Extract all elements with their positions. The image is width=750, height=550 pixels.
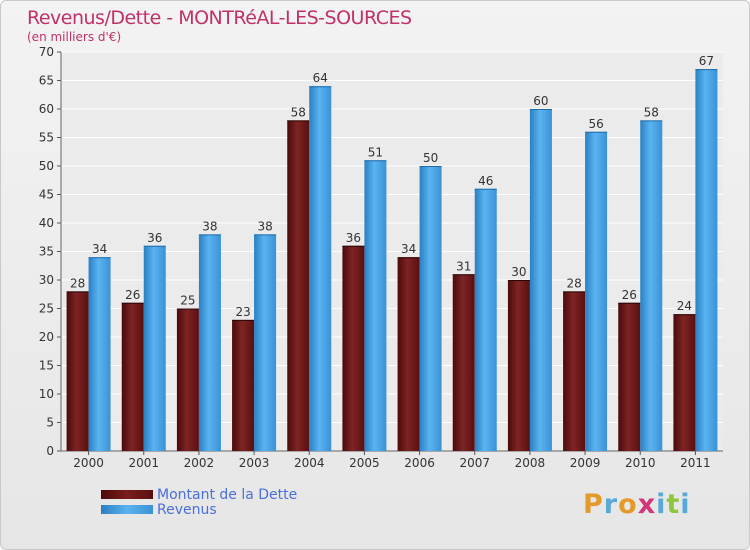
data-label-revenus: 38 [257,219,272,233]
logo-letter-6: t [666,489,681,520]
data-label-revenus: 64 [313,71,328,85]
bar-revenus [364,160,387,452]
y-tick-label: 55 [39,131,54,145]
data-label-dette: 28 [70,276,85,290]
legend-swatch-dette [101,490,153,499]
data-label-revenus: 46 [478,174,493,188]
chart-subtitle: (en milliers d'€) [27,30,122,44]
bar-dette [618,302,641,451]
legend-swatch-revenus [101,505,153,514]
bar-revenus [309,86,332,451]
bar-revenus [88,257,111,451]
bar-dette [673,314,696,451]
chart-title: Revenus/Dette - MONTRéAL-LES-SOURCES [27,7,412,29]
x-tick-label: 2008 [515,456,546,470]
y-tick-label: 70 [39,45,54,59]
legend-label-dette: Montant de la Dette [157,487,298,503]
bar-revenus [419,166,442,451]
logo-letter-3: o [618,489,638,520]
x-tick-label: 2010 [625,456,656,470]
logo-letter-7: i [680,489,691,520]
y-tick-label: 30 [39,273,54,287]
data-label-dette: 36 [346,231,361,245]
x-tick-label: 2000 [73,456,104,470]
data-label-revenus: 36 [147,231,162,245]
y-tick-label: 60 [39,102,54,116]
bar-dette [507,280,530,451]
data-label-dette: 24 [677,299,692,313]
y-tick-label: 20 [39,330,54,344]
x-tick-label: 2001 [128,456,159,470]
data-label-revenus: 60 [533,94,548,108]
bar-revenus [695,69,718,451]
data-label-dette: 23 [235,305,250,319]
bar-revenus [143,245,166,451]
x-tick-label: 2007 [459,456,490,470]
bar-dette [176,308,199,451]
data-label-dette: 31 [456,259,471,273]
data-label-dette: 58 [291,105,306,119]
x-tick-label: 2006 [404,456,435,470]
bar-dette [232,319,255,451]
y-tick-label: 10 [39,387,54,401]
y-tick-label: 35 [39,245,54,259]
x-tick-label: 2003 [239,456,270,470]
data-label-dette: 30 [511,265,526,279]
bar-dette [287,120,310,452]
bar-dette [452,274,475,451]
y-tick-label: 25 [39,302,54,316]
x-tick-label: 2004 [294,456,325,470]
data-label-revenus: 38 [202,219,217,233]
y-tick-label: 50 [39,159,54,173]
bar-dette [66,291,89,451]
data-label-dette: 26 [622,288,637,302]
y-tick-label: 5 [46,416,54,430]
bar-revenus [585,131,608,452]
bar-revenus [254,234,277,451]
data-label-revenus: 56 [588,117,603,131]
legend-label-revenus: Revenus [157,502,217,518]
bar-dette [121,302,144,451]
x-tick-label: 2011 [680,456,711,470]
data-label-revenus: 67 [699,54,714,68]
data-label-revenus: 58 [644,105,659,119]
x-tick-label: 2009 [570,456,601,470]
x-tick-label: 2002 [184,456,215,470]
logo-letter-1: P [583,489,604,520]
data-label-dette: 34 [401,242,416,256]
y-tick-label: 15 [39,359,54,373]
bar-revenus [474,188,497,452]
bar-revenus [529,109,552,451]
logo-letter-4: x [637,489,657,520]
x-tick-label: 2005 [349,456,380,470]
bar-revenus [640,120,663,452]
data-label-revenus: 34 [92,242,107,256]
data-label-dette: 25 [180,294,195,308]
logo-letter-5: i [656,489,667,520]
y-tick-label: 0 [46,444,54,458]
data-label-dette: 28 [566,276,581,290]
bar-dette [563,291,586,451]
bar-revenus [198,234,221,451]
y-tick-label: 65 [39,74,54,88]
y-tick-label: 45 [39,188,54,202]
logo-letter-2: r [603,489,619,520]
proxiti-logo: Proxiti [583,489,691,520]
data-label-revenus: 50 [423,151,438,165]
bar-dette [397,257,420,451]
bar-dette [342,245,365,451]
y-tick-label: 40 [39,216,54,230]
data-label-revenus: 51 [368,145,383,159]
data-label-dette: 26 [125,288,140,302]
